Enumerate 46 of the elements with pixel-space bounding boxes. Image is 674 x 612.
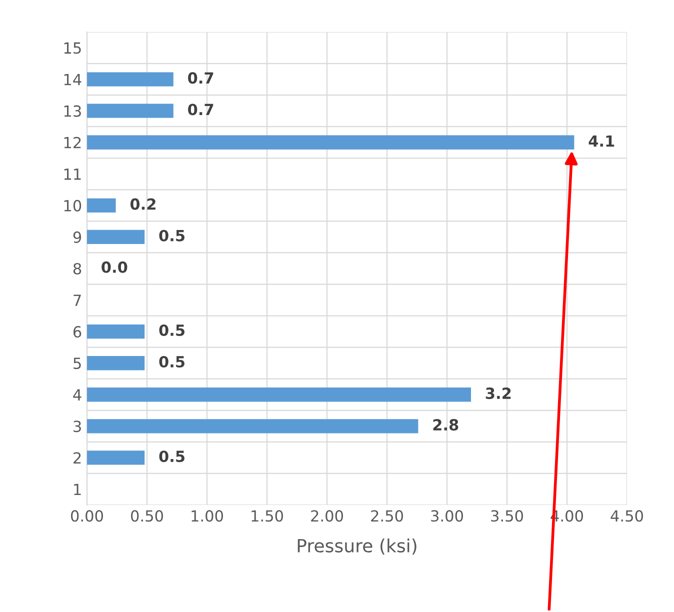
x-tick-label: 1.50 [252, 510, 283, 522]
bar [87, 230, 145, 244]
x-tick-label: 2.00 [311, 510, 343, 522]
data-label: 0.5 [159, 324, 184, 336]
data-label: 0.7 [188, 104, 214, 116]
x-tick-label: 3.50 [491, 510, 523, 522]
bar [87, 356, 145, 370]
data-label: 0.5 [159, 450, 184, 462]
x-axis-title: Pressure (ksi) [298, 538, 416, 555]
bar [87, 324, 145, 339]
y-tick-label: 3 [74, 420, 81, 432]
y-tick-label: 11 [64, 168, 81, 180]
data-label: 0.5 [159, 356, 184, 368]
bar [87, 450, 145, 465]
x-tick-label: 0.00 [71, 510, 103, 522]
data-label: 4.1 [588, 135, 614, 147]
x-tick-label: 3.00 [431, 510, 463, 522]
data-label: 0.0 [102, 261, 128, 273]
bar [87, 419, 418, 434]
y-tick-label: 4 [73, 389, 82, 400]
bar [87, 72, 174, 86]
y-tick-label: 8 [73, 262, 82, 275]
data-label: 0.5 [159, 230, 184, 242]
y-tick-label: 10 [64, 200, 82, 212]
y-tick-label: 7 [74, 294, 81, 306]
y-tick-label: 14 [64, 74, 82, 86]
bar [87, 135, 574, 150]
data-label: 2.8 [433, 419, 458, 431]
data-label: 0.2 [130, 198, 156, 210]
x-tick-label: 2.50 [371, 510, 403, 522]
x-tick-label: 4.50 [610, 510, 643, 522]
y-tick-label: 5 [74, 358, 81, 370]
x-tick-label: 0.50 [131, 510, 163, 522]
y-tick-label: 9 [73, 231, 82, 243]
x-tick-label: 1.00 [192, 510, 223, 522]
data-label: 3.2 [486, 388, 511, 400]
bar [87, 198, 116, 213]
y-tick-label: 13 [64, 105, 81, 117]
y-tick-label: 15 [64, 42, 81, 54]
y-tick-label: 1 [74, 484, 81, 496]
bar [87, 104, 174, 118]
bar [87, 388, 471, 402]
y-tick-label: 12 [64, 136, 81, 148]
data-label: 0.7 [188, 72, 214, 84]
y-tick-label: 6 [73, 326, 82, 338]
y-tick-label: 2 [74, 452, 81, 464]
